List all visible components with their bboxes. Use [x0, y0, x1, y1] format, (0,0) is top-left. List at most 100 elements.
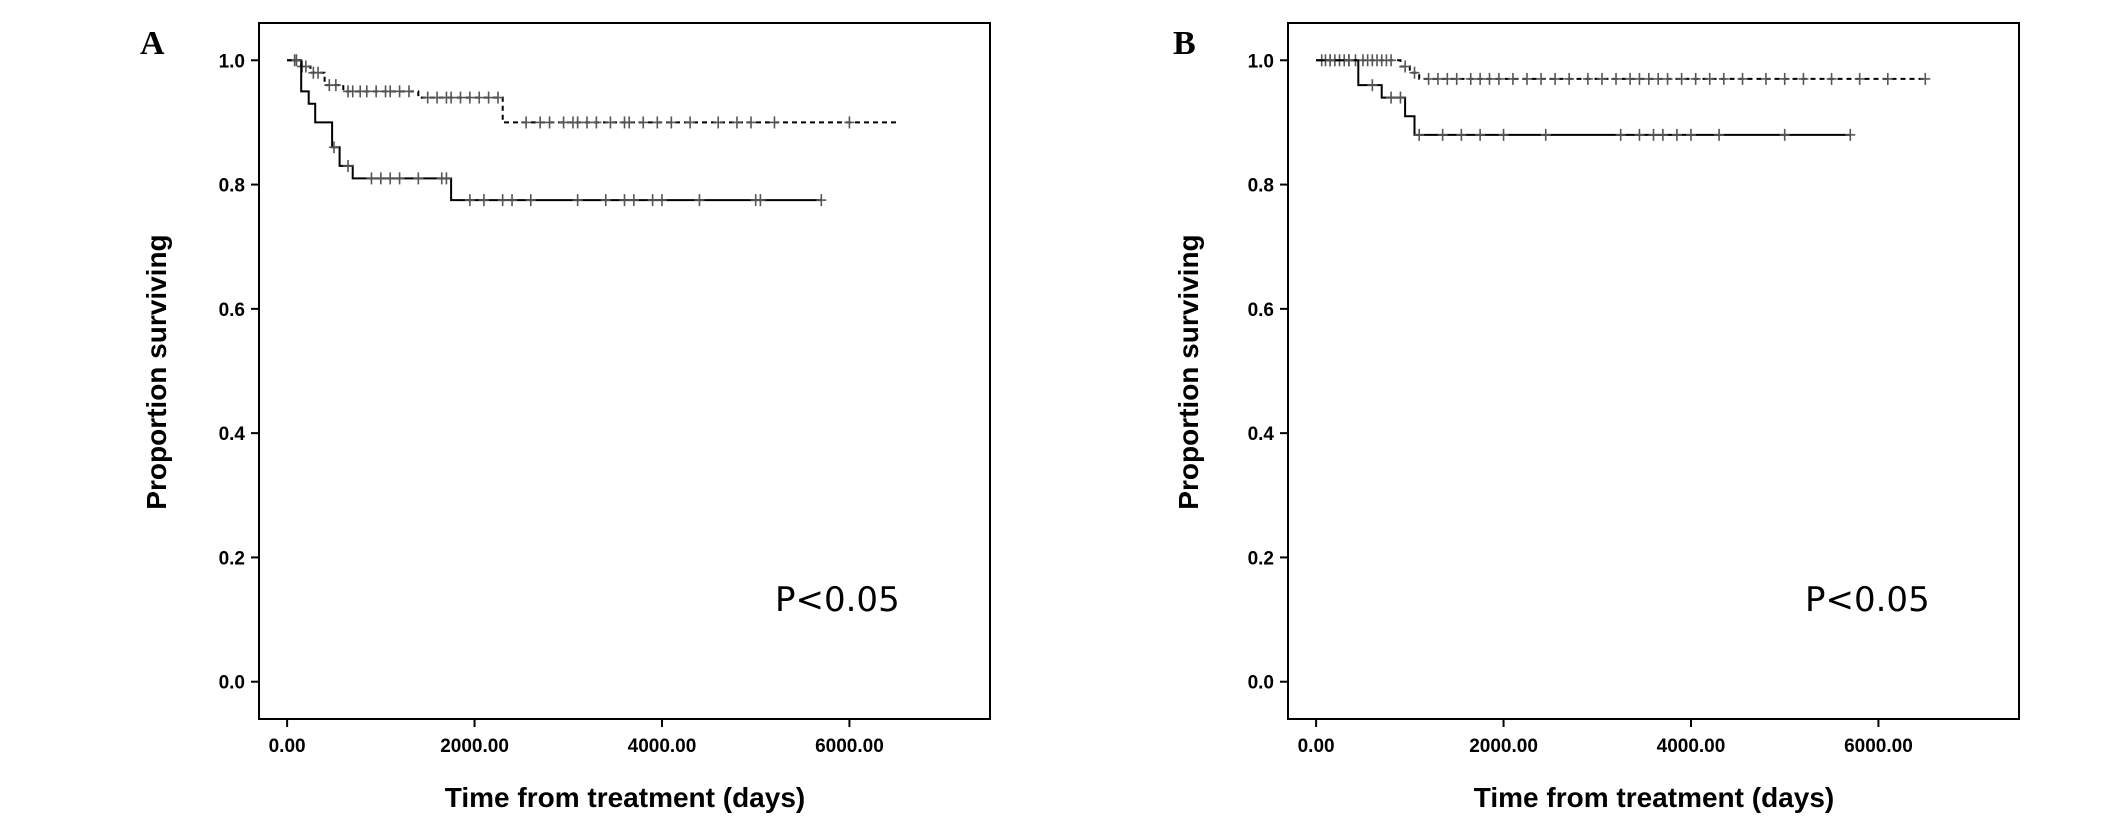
panel-b-label: B [1173, 25, 1196, 62]
panel-a-censor-mark [385, 172, 396, 185]
panel-a-x-tick-label: 0.00 [269, 736, 306, 757]
panel-b-censor-mark [1582, 72, 1593, 85]
panel-b-y-axis-title: Proportion surviving [1173, 234, 1204, 509]
panel-b-censor-mark [1662, 72, 1673, 85]
panel-a-censor-mark [525, 194, 536, 207]
panel-b-series [1316, 54, 1931, 141]
panel-b-censor-mark [1475, 72, 1486, 85]
panel-b-censor-mark [1920, 72, 1931, 85]
panel-a-censor-mark [605, 116, 616, 129]
panel-b-censor-mark [1737, 72, 1748, 85]
panel-b-censor-mark [1325, 54, 1336, 67]
panel-a-x-tick-label: 6000.00 [815, 736, 884, 757]
panel-a-censor-mark [371, 85, 382, 98]
panel-a-censor-mark [422, 91, 433, 104]
panel-a-y-tick-label: 0.8 [219, 176, 245, 197]
panel-a-censor-mark [624, 116, 635, 129]
panel-a-y-tick-label: 0.4 [219, 424, 246, 445]
panel-a-censor-mark [497, 194, 508, 207]
panel-b-censor-mark [1676, 72, 1687, 85]
panel-b-x-tick-label: 6000.00 [1844, 736, 1913, 757]
panel-a-p-value: P<0.05 [775, 580, 900, 620]
panel-a-censor-mark [591, 116, 602, 129]
panel-b-censor-mark [1826, 72, 1837, 85]
panel-a-censor-mark [464, 91, 475, 104]
panel-b-censor-mark [1442, 72, 1453, 85]
panel-a-censor-mark [366, 172, 377, 185]
panel-b-x-tick-label: 0.00 [1298, 736, 1335, 757]
panel-a-censor-mark [746, 116, 757, 129]
panel-b-censor-mark [1456, 128, 1467, 141]
panel-b-y-tick-label: 0.6 [1248, 300, 1274, 321]
panel-b-censor-mark [1779, 72, 1790, 85]
panel-b-censor-mark [1564, 72, 1575, 85]
panel-a-y-tick-label: 0.0 [219, 673, 245, 694]
panel-b-ticks: 0.00 2000.00 4000.00 6000.00 0.0 0.2 0.4 0.6 0.8… [1248, 51, 1913, 757]
panel-a-series [287, 54, 897, 207]
panel-a-censor-mark [403, 85, 414, 98]
panel-b-censor-mark [1540, 128, 1551, 141]
panel-a-censor-mark [441, 172, 452, 185]
panel-b-censor-mark [1343, 54, 1354, 67]
panel-a-censor-mark [521, 116, 532, 129]
panel-a-censor-mark [694, 194, 705, 207]
panel-b-censor-mark [1507, 72, 1518, 85]
panel-a-censor-mark [478, 194, 489, 207]
panel-a-x-tick-label: 4000.00 [628, 736, 697, 757]
panel-b-censor-mark [1685, 128, 1696, 141]
panel-b-censor-mark [1854, 72, 1865, 85]
panel-b-y-tick-label: 0.8 [1248, 176, 1274, 197]
panel-a-censor-mark [313, 66, 324, 79]
panel-b-censor-mark [1690, 72, 1701, 85]
panel-b-censor-mark [1493, 72, 1504, 85]
panel-b-censor-mark [1648, 128, 1659, 141]
panel-a-censor-mark [619, 194, 630, 207]
panel-b-censor-mark [1615, 128, 1626, 141]
panel-a-censor-mark [394, 85, 405, 98]
panel-b-censor-mark [1634, 72, 1645, 85]
panel-a-x-axis-title: Time from treatment (days) [445, 782, 805, 813]
panel-a-censor-mark [656, 194, 667, 207]
panel-b-y-tick-label: 0.0 [1248, 673, 1274, 694]
panel-b-censor-mark [1484, 72, 1495, 85]
panel-a-censor-mark [535, 116, 546, 129]
panel-b-censor-mark [1414, 128, 1425, 141]
panel-b-censor-mark [1395, 91, 1406, 104]
panel-a-censor-mark [685, 116, 696, 129]
panel-b-censor-mark [1760, 72, 1771, 85]
panel-b-y-tick-label: 0.4 [1248, 424, 1275, 445]
panel-a-censor-mark [628, 194, 639, 207]
panel-a-y-axis-title: Proportion surviving [141, 234, 172, 509]
panel-a-censor-mark [385, 85, 396, 98]
panel-b-y-tick-label: 1.0 [1248, 51, 1274, 72]
panel-a-censor-mark [769, 116, 780, 129]
panel-b-censor-mark [1718, 72, 1729, 85]
panel-a-censor-mark [755, 194, 766, 207]
panel-a-censor-mark [572, 116, 583, 129]
panel-a-censor-mark [544, 116, 555, 129]
panel-b-censor-mark [1451, 72, 1462, 85]
panel-a: A 0.00 2000.00 4000.00 6000.000.00.20.40.60… [140, 22, 991, 813]
panel-a-label: A [140, 25, 165, 62]
panel-a-censor-mark [375, 172, 386, 185]
panel-b-censor-mark [1671, 128, 1682, 141]
panel-b-censor-mark [1845, 128, 1856, 141]
panel-b-y-tick-label: 0.2 [1248, 548, 1274, 569]
panel-a-y-tick-label: 0.6 [219, 300, 245, 321]
panel-b-censor-mark [1367, 79, 1378, 92]
panel-a-censor-mark [816, 194, 827, 207]
panel-b-censor-mark [1611, 72, 1622, 85]
panel-b-censor-mark [1465, 72, 1476, 85]
panel-b-censor-mark [1657, 128, 1668, 141]
panel-a-censor-mark [474, 91, 485, 104]
panel-b-x-axis-title: Time from treatment (days) [1474, 782, 1834, 813]
panel-a-censor-mark [330, 79, 341, 92]
panel-a-plot-area [258, 22, 991, 720]
panel-b-censor-mark [1521, 72, 1532, 85]
panel-a-censor-mark [455, 91, 466, 104]
panel-b-censor-mark [1437, 128, 1448, 141]
panel-b-x-tick-label: 2000.00 [1469, 736, 1538, 757]
panel-b-censor-mark [1536, 72, 1547, 85]
panel-b-censor-mark [1386, 91, 1397, 104]
